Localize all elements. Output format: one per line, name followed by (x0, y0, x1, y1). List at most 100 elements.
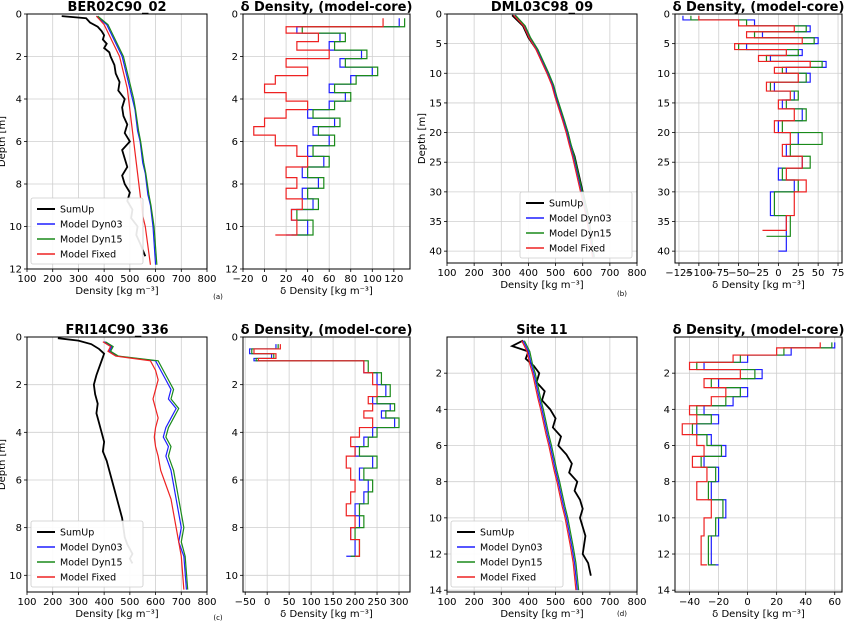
x-tick-label: 400 (519, 268, 538, 279)
x-axis-label: δ Density [kg m⁻³] (712, 609, 805, 620)
x-axis-label: Density [kg m⁻³] (500, 609, 583, 620)
plot-frame (446, 13, 638, 264)
x-tick-label: 100 (17, 274, 36, 285)
y-tick-label: 20 (657, 128, 670, 139)
y-tick-label: 15 (429, 98, 442, 109)
x-tick-label: −50 (728, 268, 749, 279)
y-tick-label: 35 (429, 217, 442, 228)
legend-label: SumUp (480, 528, 514, 539)
series-line-model-fixed (253, 344, 378, 557)
y-tick-label: 25 (657, 158, 670, 169)
x-tick-label: 300 (69, 597, 88, 608)
panel-d-density: 100 200 300 400 500 600 700 800 2 4 6 8 10 12 14 Site 1… (429, 323, 646, 620)
y-tick-label: 20 (429, 128, 442, 139)
y-tick-label: 0 (232, 10, 238, 21)
series-line-model-dyn15 (105, 341, 189, 590)
legend: SumUp Model Dyn03 Model Dyn15 Model Fixed (450, 520, 564, 588)
legend-label: Model Dyn15 (60, 235, 123, 246)
panel-c-delta: −50 0 50 100 150 200 250 300 0 2 4 6 8 10 δ Density, (… (225, 323, 412, 620)
series-line-model-dyn03 (286, 18, 400, 236)
x-tick-label: 0 (775, 268, 781, 279)
series-line-model-fixed (521, 340, 577, 591)
series-line-model-dyn03 (682, 15, 827, 252)
panel-c-density: 100 200 300 400 500 600 700 800 0 2 4 6 8 10 FRI14C90_… (0, 323, 223, 622)
legend-label: Model Dyn03 (60, 220, 123, 231)
legend-label: Model Fixed (60, 250, 116, 261)
y-tick-label: 40 (657, 247, 670, 258)
legend-box (30, 197, 144, 265)
y-tick-label: 14 (429, 586, 442, 597)
series-line-model-dyn15 (690, 15, 823, 237)
x-tick-label: 100 (302, 597, 321, 608)
y-axis-label: Depth [m] (0, 439, 8, 490)
x-tick-label: 200 (346, 597, 365, 608)
x-tick-label: 700 (172, 274, 191, 285)
y-tick-label: 0 (436, 10, 442, 21)
y-tick-label: 2 (16, 52, 22, 63)
legend: SumUp Model Dyn03 Model Dyn15 Model Fixed (30, 197, 144, 265)
x-tick-label: −25 (748, 268, 769, 279)
legend-label: Model Dyn03 (60, 543, 123, 554)
y-tick-label: 2 (664, 369, 670, 380)
x-axis-label: Density [kg m⁻³] (500, 280, 583, 291)
x-tick-label: 600 (146, 274, 165, 285)
y-tick-label: 12 (9, 265, 22, 276)
y-tick-label: 8 (664, 477, 670, 488)
panel-letter: (d) (617, 610, 627, 618)
x-tick-label: 40 (301, 274, 314, 285)
y-tick-label: 8 (16, 523, 22, 534)
plot-frame (446, 336, 638, 593)
x-axis-label: δ Density [kg m⁻³] (280, 609, 373, 620)
y-axis-label: Depth [m] (417, 113, 428, 164)
y-tick-label: 8 (232, 523, 238, 534)
y-tick-label: 5 (664, 39, 670, 50)
x-tick-label: 700 (172, 597, 191, 608)
x-tick-label: 200 (465, 597, 484, 608)
chart-title: Site 11 (516, 323, 567, 338)
y-tick-label: 0 (16, 10, 22, 21)
y-tick-label: 0 (664, 10, 670, 21)
y-tick-label: 2 (232, 52, 238, 63)
series-line-model-dyn15 (691, 342, 833, 566)
x-tick-label: 0 (744, 597, 750, 608)
x-tick-label: 300 (492, 268, 511, 279)
legend-label: Model Dyn15 (549, 229, 612, 240)
x-tick-label: 60 (828, 597, 841, 608)
y-tick-label: 4 (232, 95, 238, 106)
chart-title: FRI14C90_336 (65, 323, 168, 338)
x-tick-label: −125 (665, 268, 692, 279)
y-tick-label: 8 (16, 180, 22, 191)
y-tick-label: 6 (664, 441, 670, 452)
legend-box (30, 520, 144, 588)
x-tick-label: 0 (261, 274, 267, 285)
x-tick-label: 800 (197, 597, 216, 608)
legend-box (450, 520, 564, 588)
series-line-model-dyn15 (523, 340, 580, 591)
x-tick-label: 400 (519, 597, 538, 608)
chart-title: δ Density, (model-core) (673, 0, 845, 15)
x-axis-label: δ Density [kg m⁻³] (712, 280, 805, 291)
legend: SumUp Model Dyn03 Model Dyn15 Model Fixed (519, 191, 633, 259)
y-tick-label: 12 (657, 550, 670, 561)
y-tick-label: 8 (436, 477, 442, 488)
y-tick-label: 6 (16, 137, 22, 148)
series-line-model-dyn15 (291, 18, 406, 236)
chart-title: δ Density, (model-core) (673, 323, 845, 338)
y-tick-label: 4 (664, 405, 670, 416)
panel-a-density: 100 200 300 400 500 600 700 800 0 2 4 6 8 10 12 BER02C9… (0, 0, 223, 301)
y-tick-label: 10 (225, 222, 238, 233)
x-tick-label: 500 (120, 597, 139, 608)
x-tick-label: 800 (627, 597, 646, 608)
y-tick-label: 10 (429, 69, 442, 80)
x-tick-label: 20 (280, 274, 293, 285)
y-tick-label: 25 (429, 158, 442, 169)
x-tick-label: −20 (708, 597, 729, 608)
y-tick-label: 15 (657, 98, 670, 109)
series-line-model-dyn03 (522, 340, 578, 591)
x-tick-label: 800 (197, 274, 216, 285)
y-tick-label: 2 (436, 369, 442, 380)
x-tick-label: 300 (492, 597, 511, 608)
x-axis-label: δ Density [kg m⁻³] (280, 286, 373, 297)
series-line-sumup (509, 339, 592, 576)
